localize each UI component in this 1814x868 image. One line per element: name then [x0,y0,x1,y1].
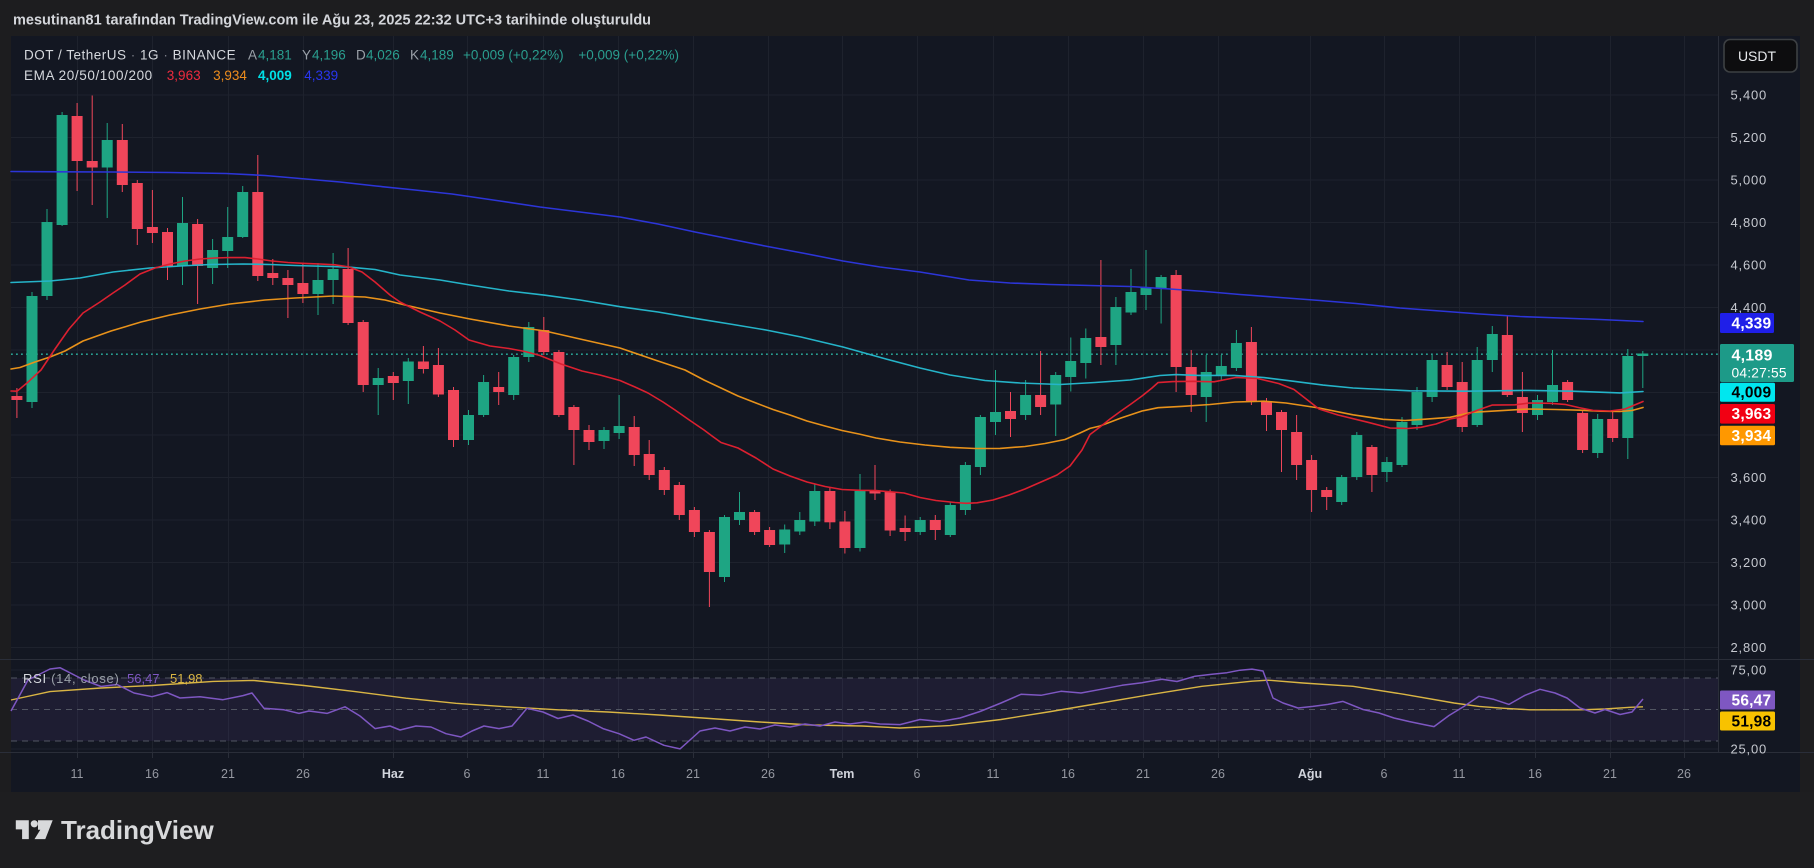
svg-text:+0,009 (+0,22%): +0,009 (+0,22%) [578,48,679,63]
svg-text:26: 26 [296,767,310,781]
svg-text:16: 16 [1061,767,1075,781]
svg-text:3,000: 3,000 [1731,598,1768,613]
svg-text:+0,009 (+0,22%): +0,009 (+0,22%) [463,48,564,63]
svg-text:6: 6 [1381,767,1388,781]
svg-text:6: 6 [464,767,471,781]
svg-text:Tem: Tem [830,767,855,781]
svg-text:DOT / TetherUS · 1G · BINANCE: DOT / TetherUS · 1G · BINANCE [24,48,236,63]
svg-text:Y: Y [302,48,311,63]
svg-text:4,009: 4,009 [258,68,292,83]
svg-text:3,963: 3,963 [1732,406,1772,423]
svg-text:A: A [248,48,257,63]
svg-text:4,026: 4,026 [366,48,400,63]
svg-text:16: 16 [1528,767,1542,781]
svg-text:4,800: 4,800 [1731,215,1768,230]
svg-text:6: 6 [914,767,921,781]
svg-text:21: 21 [221,767,235,781]
svg-text:21: 21 [1136,767,1150,781]
svg-text:TradingView: TradingView [61,815,214,845]
svg-text:5,000: 5,000 [1731,173,1768,188]
svg-text:RSI (14, close): RSI (14, close) [23,671,119,686]
svg-text:4,181: 4,181 [258,48,292,63]
svg-text:25,00: 25,00 [1731,742,1768,757]
svg-text:5,400: 5,400 [1731,88,1768,103]
svg-text:11: 11 [987,767,1000,781]
svg-text:21: 21 [1603,767,1617,781]
svg-text:2,800: 2,800 [1731,640,1768,655]
svg-text:4,009: 4,009 [1732,385,1772,402]
svg-text:5,200: 5,200 [1731,130,1768,145]
svg-text:3,934: 3,934 [213,68,247,83]
svg-text:mesutinan81 tarafından Trading: mesutinan81 tarafından TradingView.com i… [13,13,651,29]
svg-text:04:27:55: 04:27:55 [1732,366,1787,381]
svg-text:K: K [410,48,419,63]
svg-text:3,600: 3,600 [1731,470,1768,485]
svg-text:4,196: 4,196 [312,48,346,63]
svg-text:3,934: 3,934 [1732,428,1772,445]
svg-text:USDT: USDT [1738,48,1777,64]
svg-text:4,600: 4,600 [1731,258,1768,273]
svg-text:3,200: 3,200 [1731,555,1768,570]
svg-text:Haz: Haz [382,767,404,781]
svg-text:21: 21 [686,767,700,781]
svg-text:16: 16 [611,767,625,781]
svg-text:D: D [356,48,366,63]
svg-text:EMA 20/50/100/200: EMA 20/50/100/200 [24,68,153,83]
svg-text:26: 26 [1211,767,1225,781]
svg-text:3,400: 3,400 [1731,513,1768,528]
svg-text:4,339: 4,339 [304,68,338,83]
svg-text:51,98: 51,98 [1732,713,1772,730]
svg-text:11: 11 [71,767,84,781]
svg-text:4,400: 4,400 [1731,300,1768,315]
svg-text:11: 11 [1453,767,1466,781]
svg-text:51,98: 51,98 [170,671,203,686]
svg-text:11: 11 [537,767,550,781]
svg-text:16: 16 [145,767,159,781]
svg-text:3,963: 3,963 [167,68,201,83]
svg-text:26: 26 [761,767,775,781]
svg-text:4,339: 4,339 [1732,315,1772,332]
svg-text:56,47: 56,47 [1732,692,1772,709]
svg-text:26: 26 [1677,767,1691,781]
svg-text:4,189: 4,189 [1732,348,1773,365]
svg-text:75,00: 75,00 [1731,663,1768,678]
svg-text:4,189: 4,189 [420,48,454,63]
svg-text:56,47: 56,47 [127,671,160,686]
svg-text:Ağu: Ağu [1298,767,1322,781]
